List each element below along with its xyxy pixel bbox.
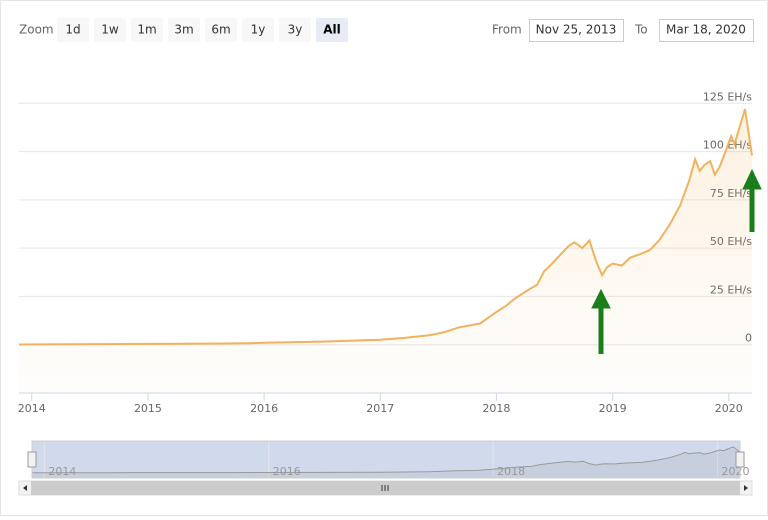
x-tick-label: 2014	[18, 402, 46, 415]
navigator-tick-label: 2016	[273, 465, 301, 478]
x-tick-label: 2017	[366, 402, 394, 415]
scrollbar-arrow-right	[744, 485, 748, 491]
zoom-button-label[interactable]: 1w	[101, 23, 119, 37]
navigator-line	[32, 446, 741, 474]
series-area	[19, 109, 752, 393]
zoom-button[interactable]	[57, 18, 89, 42]
from-input[interactable]	[529, 19, 624, 42]
scrollbar-grip	[381, 485, 389, 491]
arrow-head	[591, 288, 611, 309]
navigator-tick-label: 2014	[48, 465, 76, 478]
zoom-button[interactable]	[205, 18, 237, 42]
scrollbar-arrow-left	[23, 485, 27, 491]
zoom-button[interactable]	[316, 18, 348, 42]
from-date[interactable]: Nov 25, 2013	[536, 23, 617, 37]
zoom-button[interactable]	[94, 18, 126, 42]
from-label: From	[492, 23, 522, 37]
to-date[interactable]: Mar 18, 2020	[666, 23, 746, 37]
y-tick-label: 125 EH/s	[703, 90, 752, 103]
navigator-area	[32, 446, 740, 478]
zoom-button[interactable]	[131, 18, 163, 42]
navigator-tick-label: 2020	[722, 465, 750, 478]
x-tick-label: 2019	[599, 402, 627, 415]
zoom-button-label[interactable]: 1y	[251, 23, 266, 37]
zoom-button[interactable]	[242, 18, 274, 42]
x-tick-label: 2018	[482, 402, 510, 415]
zoom-label: Zoom	[19, 23, 54, 37]
navigator-handle[interactable]	[735, 451, 745, 468]
zoom-button-label[interactable]: 3m	[174, 23, 193, 37]
zoom-button-label[interactable]: All	[323, 23, 341, 37]
to-label: To	[634, 23, 648, 37]
zoom-button-label[interactable]: 3y	[288, 23, 303, 37]
range-selector: Zoom From Nov 25, 2013 To Mar 18, 2020 1…	[19, 18, 754, 42]
x-tick-label: 2016	[250, 402, 278, 415]
zoom-button[interactable]	[279, 18, 311, 42]
to-input[interactable]	[659, 19, 754, 42]
arrow-head	[742, 168, 762, 190]
navigator-handle[interactable]	[27, 451, 37, 468]
zoom-button-label[interactable]: 6m	[211, 23, 230, 37]
zoom-button-label[interactable]: 1d	[65, 23, 80, 37]
zoom-button[interactable]	[168, 18, 200, 42]
series-line	[18, 108, 753, 346]
x-tick-label: 2015	[134, 402, 162, 415]
zoom-button-label[interactable]: 1m	[137, 23, 156, 37]
annotation-arrows	[591, 168, 762, 354]
x-tick-label: 2020	[715, 402, 743, 415]
